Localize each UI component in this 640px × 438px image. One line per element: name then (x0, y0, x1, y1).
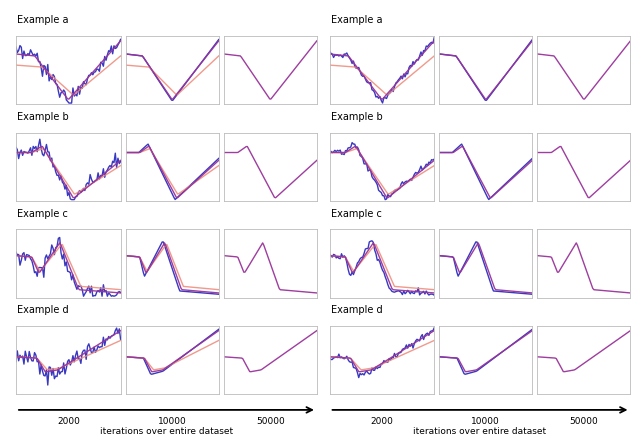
Text: iterations over entire dataset: iterations over entire dataset (100, 426, 233, 435)
Text: 2000: 2000 (57, 416, 80, 425)
Text: Example b: Example b (17, 112, 69, 122)
Text: 10000: 10000 (472, 416, 500, 425)
Text: 2000: 2000 (371, 416, 394, 425)
Text: (a)  Mini-Batch SGD: (a) Mini-Batch SGD (115, 437, 218, 438)
Text: Example d: Example d (17, 304, 69, 314)
Text: 10000: 10000 (158, 416, 187, 425)
Text: Example a: Example a (17, 15, 68, 25)
Text: (b)  Typical batch SGD: (b) Typical batch SGD (422, 437, 538, 438)
Text: Example a: Example a (331, 15, 382, 25)
Text: 50000: 50000 (570, 416, 598, 425)
Text: Example b: Example b (331, 112, 383, 122)
Text: Example c: Example c (17, 208, 68, 218)
Text: iterations over entire dataset: iterations over entire dataset (413, 426, 547, 435)
Text: Example c: Example c (331, 208, 381, 218)
Text: 50000: 50000 (256, 416, 285, 425)
Text: Example d: Example d (331, 304, 383, 314)
